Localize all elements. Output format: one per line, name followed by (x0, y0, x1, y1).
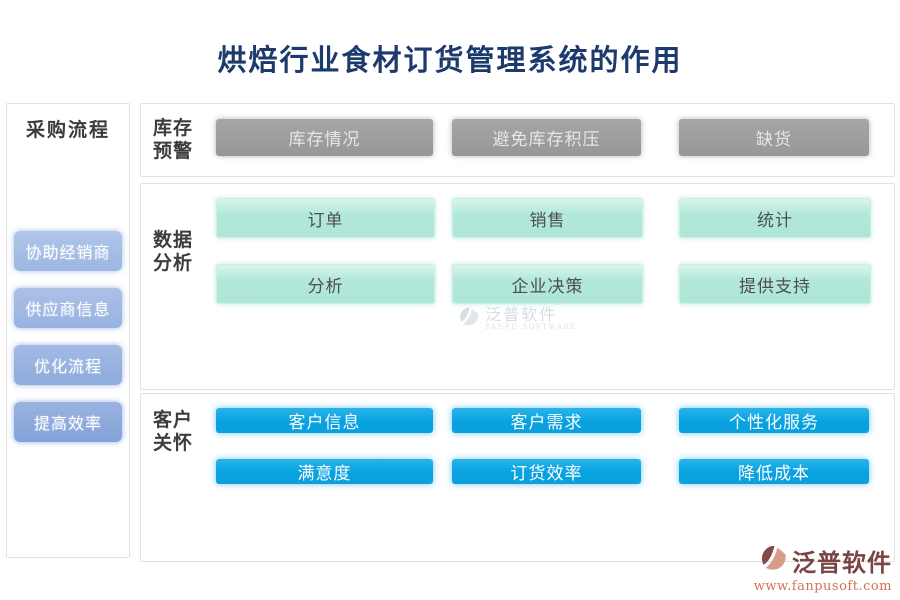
btn-orders: 订单 (216, 198, 435, 238)
btn-business-decision: 企业决策 (452, 264, 643, 304)
watermark-name: 泛普软件 (485, 304, 558, 324)
btn-ordering-efficiency: 订货效率 (452, 459, 641, 484)
watermark-text: 泛普软件 FANPU SOFTWARE (485, 304, 577, 331)
purchase-process-heading: 采购流程 (25, 119, 110, 141)
btn-cost-reduction: 降低成本 (679, 459, 869, 484)
btn-analysis: 分析 (216, 264, 435, 304)
purchase-process-items: 协助经销商 供应商信息 优化流程 提高效率 (14, 231, 122, 442)
page-title: 烘焙行业食材订货管理系统的作用 (217, 43, 683, 78)
btn-customer-info: 客户信息 (216, 408, 433, 433)
fanpu-logo-url: www.fanpusoft.com (753, 579, 892, 594)
btn-improve-efficiency: 提高效率 (14, 402, 122, 442)
btn-inventory-status: 库存情况 (216, 119, 433, 156)
data-analysis-label: 数据 分析 (153, 229, 213, 275)
inventory-warning-label-line2: 预警 (153, 140, 194, 162)
purchase-process-panel: 采购流程 协助经销商 供应商信息 优化流程 提高效率 (6, 103, 130, 558)
btn-stockout: 缺货 (679, 119, 869, 156)
inventory-warning-label: 库存 预警 (153, 117, 213, 163)
btn-sales: 销售 (452, 198, 643, 238)
btn-avoid-overstock: 避免库存积压 (452, 119, 641, 156)
btn-assist-dealers: 协助经销商 (14, 231, 122, 271)
btn-customer-needs: 客户需求 (452, 408, 641, 433)
btn-satisfaction: 满意度 (216, 459, 433, 484)
btn-supplier-info: 供应商信息 (14, 288, 122, 328)
customer-care-label-line2: 关怀 (153, 432, 194, 454)
btn-personalized-service: 个性化服务 (679, 408, 869, 433)
fanpu-logo-icon (760, 544, 789, 577)
inventory-warning-label-line1: 库存 (153, 117, 194, 139)
center-watermark: 泛普软件 FANPU SOFTWARE (458, 306, 576, 332)
fanpu-watermark-icon (458, 306, 480, 332)
fanpu-brand-logo: 泛普软件 www.fanpusoft.com (754, 543, 892, 594)
btn-optimize-process: 优化流程 (14, 345, 122, 385)
customer-care-label-line1: 客户 (153, 409, 194, 431)
data-analysis-label-line2: 分析 (153, 252, 194, 274)
inventory-warning-section: 库存 预警 库存情况 避免库存积压 缺货 (140, 103, 895, 177)
btn-provide-support: 提供支持 (679, 264, 871, 304)
data-analysis-label-line1: 数据 (153, 229, 194, 251)
fanpu-logo-name: 泛普软件 (792, 548, 892, 577)
customer-care-label: 客户 关怀 (153, 409, 213, 455)
btn-statistics: 统计 (679, 198, 871, 238)
watermark-subtitle: FANPU SOFTWARE (485, 322, 577, 331)
customer-care-section: 客户 关怀 客户信息 客户需求 个性化服务 满意度 订货效率 降低成本 (140, 393, 895, 562)
data-analysis-section: 数据 分析 订单 销售 统计 分析 企业决策 提供支持 泛普软件 FANPU S… (140, 183, 895, 390)
